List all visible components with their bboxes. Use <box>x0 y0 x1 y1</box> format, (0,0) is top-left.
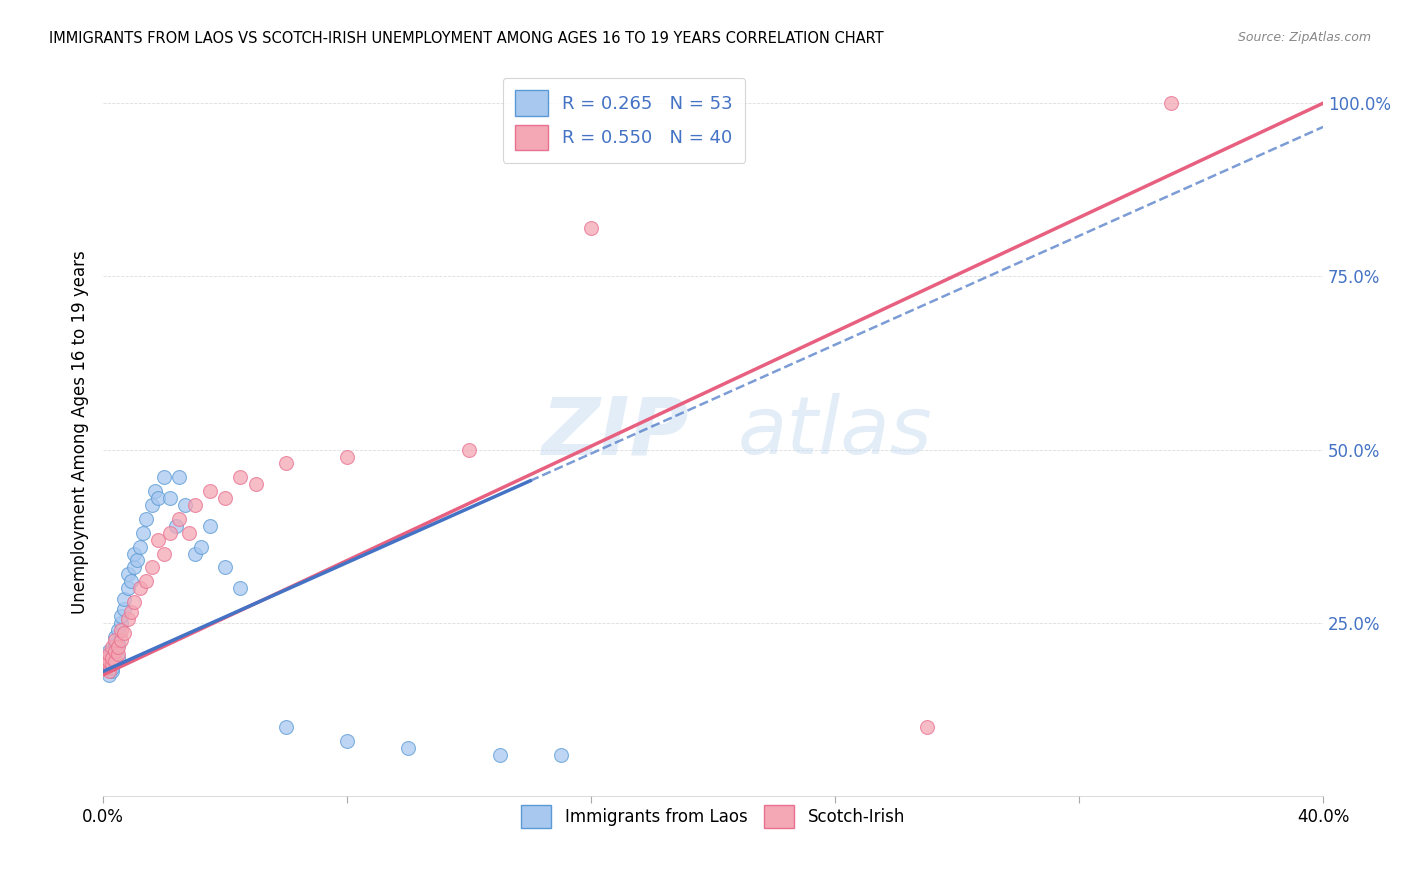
Point <box>183 498 205 512</box>
Point <box>135 512 157 526</box>
Point <box>174 498 197 512</box>
Point <box>107 637 129 651</box>
Point <box>915 720 938 734</box>
Point <box>117 612 139 626</box>
Point <box>214 491 236 505</box>
Point <box>101 661 124 675</box>
Point <box>122 560 145 574</box>
Point <box>96 657 118 672</box>
Point <box>98 661 121 675</box>
Point <box>458 442 481 457</box>
Point <box>96 654 118 668</box>
Point <box>104 633 127 648</box>
Point <box>107 650 129 665</box>
Point <box>107 623 129 637</box>
Point <box>132 525 155 540</box>
Point <box>396 740 419 755</box>
Point <box>98 657 121 672</box>
Point <box>153 547 176 561</box>
Point <box>169 512 191 526</box>
Point <box>96 661 118 675</box>
Point <box>96 657 118 672</box>
Point <box>128 581 150 595</box>
Point <box>98 647 121 661</box>
Point <box>579 220 602 235</box>
Text: IMMIGRANTS FROM LAOS VS SCOTCH-IRISH UNEMPLOYMENT AMONG AGES 16 TO 19 YEARS CORR: IMMIGRANTS FROM LAOS VS SCOTCH-IRISH UNE… <box>49 31 884 46</box>
Point <box>104 630 127 644</box>
Point <box>96 661 118 675</box>
Point <box>117 581 139 595</box>
Point <box>96 650 118 665</box>
Point <box>229 470 252 484</box>
Point <box>101 665 124 679</box>
Point <box>98 654 121 668</box>
Point <box>98 668 121 682</box>
Text: atlas: atlas <box>738 393 932 471</box>
Point <box>141 498 163 512</box>
Point <box>165 519 187 533</box>
Point <box>488 747 510 762</box>
Point <box>104 640 127 654</box>
Point <box>198 519 221 533</box>
Point <box>101 657 124 672</box>
Point <box>214 560 236 574</box>
Point <box>245 477 267 491</box>
Point <box>107 640 129 654</box>
Point <box>104 643 127 657</box>
Point <box>159 491 181 505</box>
Point <box>110 623 132 637</box>
Point <box>550 747 572 762</box>
Point <box>101 657 124 672</box>
Point <box>190 540 212 554</box>
Point <box>143 484 166 499</box>
Point <box>101 650 124 665</box>
Point <box>336 450 359 464</box>
Point <box>110 609 132 624</box>
Point <box>107 647 129 661</box>
Point <box>104 654 127 668</box>
Text: Source: ZipAtlas.com: Source: ZipAtlas.com <box>1237 31 1371 45</box>
Point <box>98 650 121 665</box>
Point <box>114 602 136 616</box>
Text: ZIP: ZIP <box>541 393 689 471</box>
Point <box>125 553 148 567</box>
Point <box>276 457 298 471</box>
Point <box>98 647 121 661</box>
Point <box>104 654 127 668</box>
Point <box>101 650 124 665</box>
Point <box>96 654 118 668</box>
Point <box>128 540 150 554</box>
Point <box>1160 96 1182 111</box>
Point <box>153 470 176 484</box>
Point <box>122 547 145 561</box>
Point <box>104 637 127 651</box>
Point <box>110 633 132 648</box>
Point <box>198 484 221 499</box>
Point <box>336 733 359 747</box>
Point <box>122 595 145 609</box>
Point <box>117 567 139 582</box>
Point <box>146 533 169 547</box>
Point <box>146 491 169 505</box>
Point <box>96 650 118 665</box>
Point <box>101 643 124 657</box>
Point <box>229 581 252 595</box>
Point <box>183 547 205 561</box>
Point <box>114 591 136 606</box>
Y-axis label: Unemployment Among Ages 16 to 19 years: Unemployment Among Ages 16 to 19 years <box>72 251 89 615</box>
Point <box>98 643 121 657</box>
Point <box>177 525 200 540</box>
Point <box>141 560 163 574</box>
Point <box>159 525 181 540</box>
Point <box>110 615 132 630</box>
Point <box>120 574 142 589</box>
Point <box>276 720 298 734</box>
Point <box>120 606 142 620</box>
Point <box>114 626 136 640</box>
Legend: Immigrants from Laos, Scotch-Irish: Immigrants from Laos, Scotch-Irish <box>515 798 911 835</box>
Point <box>98 665 121 679</box>
Point <box>169 470 191 484</box>
Point <box>135 574 157 589</box>
Point <box>101 640 124 654</box>
